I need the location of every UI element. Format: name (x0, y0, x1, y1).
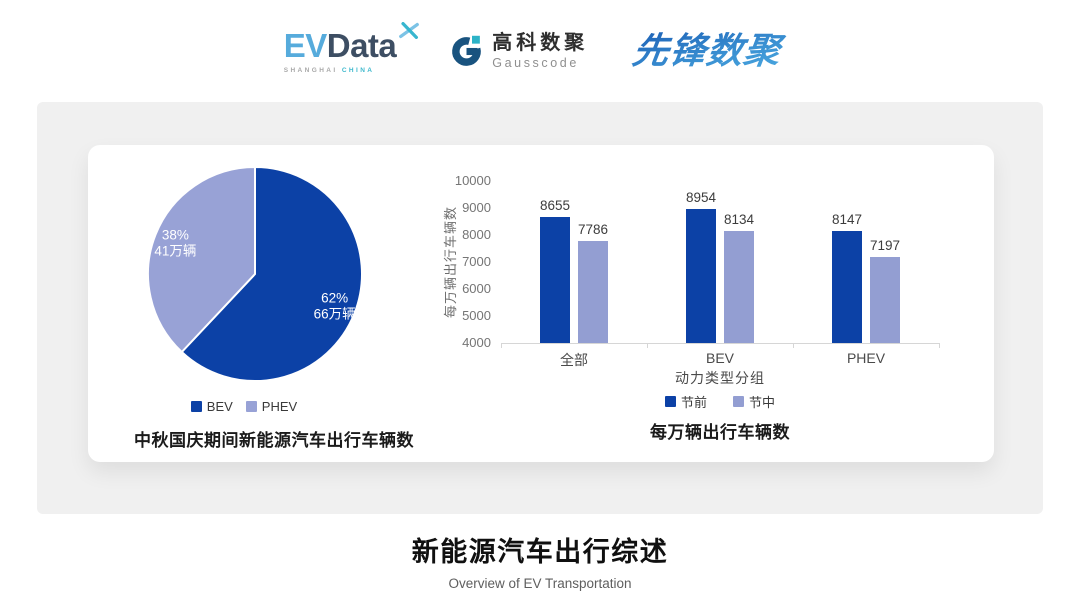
pioneer-logo-svg: 先锋数聚 (630, 30, 787, 71)
legend-swatch (190, 401, 202, 412)
bar-PHEV-节中 (870, 256, 900, 343)
legend-swatch (664, 396, 676, 407)
x-axis-tick (793, 343, 794, 348)
bar-x-axis-label: 动力类型分组 (675, 370, 765, 386)
pie-slice-bev (180, 166, 363, 382)
y-axis-tick-label: 9000 (462, 200, 491, 215)
legend-item-PHEV: PHEV (245, 399, 298, 414)
gausscode-name-cn: 高科数聚 (492, 32, 589, 54)
legend-item-节中: 节中 (733, 392, 775, 411)
content-panel: 62% 66万辆 38% 41万辆 BEV PHEV 中秋国庆期间新能源汽车出行车辆数 … (37, 102, 1043, 514)
pie-slice-label-bev: 62% 66万辆 (314, 291, 356, 322)
bar-value-label: 8655 (539, 198, 571, 214)
x-axis-tick (939, 343, 940, 348)
bar-BEV-节前 (686, 209, 716, 343)
x-axis-category-label: PHEV (846, 350, 886, 366)
bar-value-label: 7197 (869, 237, 901, 253)
x-axis-tick (647, 343, 648, 348)
x-axis-tick (501, 343, 502, 348)
bar-legend: 节前 节中 (501, 392, 939, 411)
pie-chart-title: 中秋国庆期间新能源汽车出行车辆数 (134, 431, 414, 450)
y-axis-tick-label: 5000 (462, 308, 491, 323)
evdata-wordmark-data: Data (326, 26, 397, 64)
evdata-tagline-china: CHINA (341, 66, 375, 74)
bar-chart: 每万辆出行车辆数 动力类型分组 节前 节中 每万辆出行车辆数 4000 5000 60… (438, 161, 978, 457)
y-axis-tick-label: 4000 (462, 335, 491, 350)
y-axis-tick-label: 6000 (462, 281, 491, 296)
bar-value-label: 8134 (723, 212, 755, 228)
x-axis-category-label: 全部 (560, 352, 588, 368)
gausscode-logo: 高科数聚 Gausscode (450, 32, 588, 70)
legend-label: BEV (206, 399, 233, 414)
bar-全部-节中 (578, 240, 608, 343)
y-axis-tick-label: 7000 (462, 254, 491, 269)
pie-chart-svg: 62% 66万辆 38% 41万辆 (147, 166, 363, 382)
footer: 新能源汽车出行综述 Overview of EV Transportation (0, 530, 1080, 591)
x-axis-category-label: BEV (705, 350, 734, 366)
pie-legend: BEV PHEV (84, 399, 404, 414)
evdata-wordmark: EV Data (283, 21, 421, 64)
pie-slice-phev (147, 166, 256, 353)
page-title: 新能源汽车出行综述 (411, 537, 669, 567)
evdata-sparkle-icon (399, 21, 420, 39)
legend-swatch (733, 396, 744, 407)
y-axis-tick-label: 8000 (462, 227, 491, 242)
legend-item-BEV: BEV (190, 399, 233, 414)
legend-label: PHEV (261, 399, 298, 414)
bar-value-label: 8954 (685, 190, 717, 206)
charts-card: 62% 66万辆 38% 41万辆 BEV PHEV 中秋国庆期间新能源汽车出行车辆数 … (88, 145, 994, 462)
legend-swatch (245, 401, 257, 412)
x-axis-line (501, 343, 940, 344)
bar-value-label: 8147 (831, 212, 863, 228)
gausscode-g-icon (452, 35, 482, 66)
pioneer-logo-text: 先锋数聚 (630, 30, 787, 71)
bar-chart-title: 每万辆出行车辆数 (650, 423, 790, 442)
evdata-tagline-shanghai: SHANGHAI (283, 66, 338, 74)
bar-全部-节前 (540, 217, 570, 343)
pioneer-logo: 先锋数聚 (618, 28, 796, 74)
bar-value-label: 7786 (577, 221, 609, 237)
pie-chart: 62% 66万辆 38% 41万辆 BEV PHEV 中秋国庆期间新能源汽车出行车辆数 (88, 145, 468, 462)
evdata-logo: EV Data SHANGHAI CHINA (283, 21, 421, 74)
evdata-tagline: SHANGHAI CHINA (284, 67, 421, 74)
legend-label: 节前 (680, 395, 707, 410)
legend-label: 节中 (749, 395, 776, 410)
y-axis-tick-label: 10000 (454, 173, 491, 188)
header-logos: EV Data SHANGHAI CHINA 高科数聚 Gausscode (0, 21, 1080, 80)
evdata-wordmark-ev: EV (283, 26, 328, 64)
legend-item-节前: 节前 (664, 392, 707, 411)
page-subtitle: Overview of EV Transportation (448, 576, 632, 591)
gausscode-name-en: Gausscode (492, 56, 579, 70)
pie-slice-label-phev: 38% 41万辆 (154, 227, 196, 258)
bar-PHEV-节前 (832, 231, 862, 343)
bar-BEV-节中 (724, 231, 754, 343)
gausscode-text: 高科数聚 Gausscode (492, 32, 588, 70)
